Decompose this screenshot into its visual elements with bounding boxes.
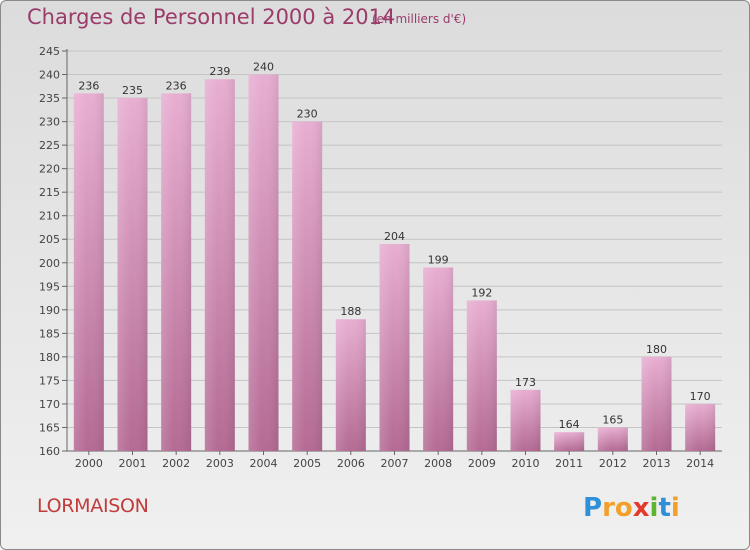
x-tick-label-2002: 2002 — [162, 457, 190, 470]
y-tick-label: 220 — [39, 163, 60, 176]
x-tick-labels: 2000 2001 2002 2003 2004 2005 2006 2007 2008 2009… — [75, 451, 714, 470]
bar-shading — [379, 243, 410, 451]
x-tick-label-2006: 2006 — [337, 457, 365, 470]
svg-text:Proxiti: Proxiti — [583, 493, 680, 523]
bar-shading — [335, 319, 366, 451]
value-label-2011: 164 — [559, 418, 580, 431]
bar-shading — [292, 121, 323, 452]
x-tick-label-2000: 2000 — [75, 457, 103, 470]
value-label-2001: 235 — [122, 84, 143, 97]
x-tick-label-2013: 2013 — [643, 457, 671, 470]
bar-shading — [641, 356, 672, 451]
bar-shading — [597, 427, 628, 451]
value-label-2014: 170 — [690, 390, 711, 403]
y-tick-label: 200 — [39, 257, 60, 270]
x-tick-label-2011: 2011 — [555, 457, 583, 470]
y-tick-label: 240 — [39, 69, 60, 82]
y-tick-label: 175 — [39, 374, 60, 387]
bar-shading — [554, 432, 585, 451]
value-label-2008: 199 — [428, 253, 449, 266]
y-tick-label: 225 — [39, 139, 60, 152]
y-tick-labels: 160 165 170 175 180 185 190 195 200 205 210 215 220 2… — [39, 45, 60, 458]
y-tick-label: 165 — [39, 421, 60, 434]
x-tick-label-2001: 2001 — [119, 457, 147, 470]
commune-name: LORMAISON — [37, 495, 149, 517]
x-tick-label-2012: 2012 — [599, 457, 627, 470]
bar-shading — [423, 267, 454, 451]
y-tick-label: 190 — [39, 304, 60, 317]
y-tick-label: 180 — [39, 351, 60, 364]
chart-title: Charges de Personnel 2000 à 2014 — [27, 5, 396, 29]
bar-shading — [510, 389, 541, 451]
bar-shading — [248, 74, 279, 451]
x-tick-label-2003: 2003 — [206, 457, 234, 470]
bar-shading — [117, 98, 148, 451]
value-label-2006: 188 — [340, 305, 361, 318]
y-tick-label: 230 — [39, 116, 60, 129]
x-tick-label-2009: 2009 — [468, 457, 496, 470]
value-label-2013: 180 — [646, 343, 667, 356]
value-label-2009: 192 — [471, 286, 492, 299]
x-tick-label-2005: 2005 — [293, 457, 321, 470]
bar-shading — [161, 93, 192, 452]
bar-shading — [204, 79, 235, 451]
x-tick-label-2014: 2014 — [686, 457, 714, 470]
value-labels: 236 235 236 239 240 230 188 204 199 192 173 164 165 1… — [78, 61, 710, 432]
bar-shading — [73, 93, 104, 452]
y-tick-label: 205 — [39, 233, 60, 246]
bar-shading — [466, 300, 497, 451]
value-label-2010: 173 — [515, 376, 536, 389]
value-label-2000: 236 — [78, 79, 99, 92]
bars — [73, 74, 716, 452]
bar-shading — [685, 403, 716, 451]
value-label-2012: 165 — [602, 413, 623, 426]
proxiti-logo: Proxiti — [583, 493, 680, 523]
x-tick-label-2010: 2010 — [512, 457, 540, 470]
value-label-2005: 230 — [297, 108, 318, 121]
x-tick-label-2008: 2008 — [424, 457, 452, 470]
y-tick-label: 245 — [39, 45, 60, 58]
chart-subtitle: (en milliers d'€) — [372, 12, 467, 26]
y-tick-label: 195 — [39, 280, 60, 293]
value-label-2002: 236 — [166, 79, 187, 92]
y-tick-label: 160 — [39, 445, 60, 458]
value-label-2004: 240 — [253, 61, 274, 74]
y-tick-label: 235 — [39, 92, 60, 105]
y-tick-label: 215 — [39, 186, 60, 199]
y-tick-label: 210 — [39, 210, 60, 223]
value-label-2007: 204 — [384, 230, 405, 243]
y-tick-label: 185 — [39, 327, 60, 340]
x-tick-label-2007: 2007 — [381, 457, 409, 470]
y-tick-label: 170 — [39, 398, 60, 411]
value-label-2003: 239 — [209, 65, 230, 78]
x-tick-label-2004: 2004 — [250, 457, 278, 470]
